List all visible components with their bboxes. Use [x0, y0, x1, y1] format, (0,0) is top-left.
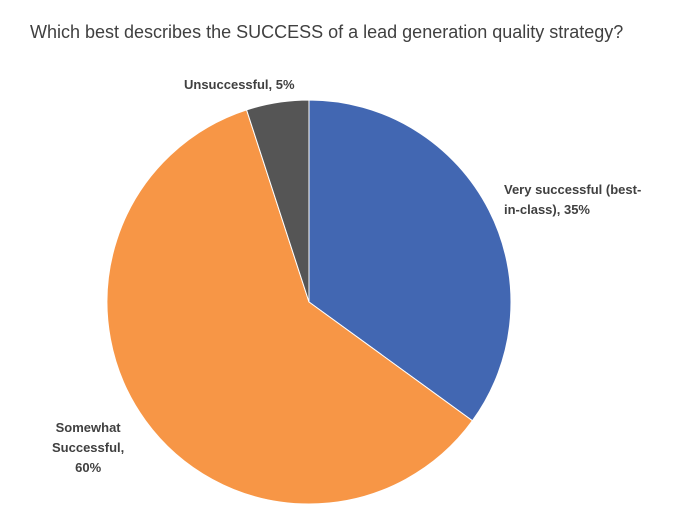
pie-slice-somewhat-successful	[106, 109, 474, 505]
data-label-line: Somewhat	[55, 420, 121, 435]
chart-title: Which best describes the SUCCESS of a le…	[30, 22, 624, 42]
data-label-very-successful: Very successful (best- in-class), 35%	[504, 180, 641, 220]
data-label-line: Very successful (best-	[504, 182, 642, 197]
pie-slices	[106, 99, 512, 505]
data-label-somewhat-successful: Somewhat Successful, 60%	[52, 418, 124, 478]
data-label-unsuccessful: Unsuccessful, 5%	[184, 75, 295, 95]
data-label-line: Successful,	[52, 440, 125, 455]
pie-slice-unsuccessful	[245, 99, 310, 303]
data-label-line: 60%	[75, 460, 102, 475]
data-label-line: in-class), 35%	[504, 202, 590, 217]
pie-slice-very-successful-best-in-class	[308, 99, 512, 422]
data-label-line: Unsuccessful, 5%	[184, 77, 295, 92]
